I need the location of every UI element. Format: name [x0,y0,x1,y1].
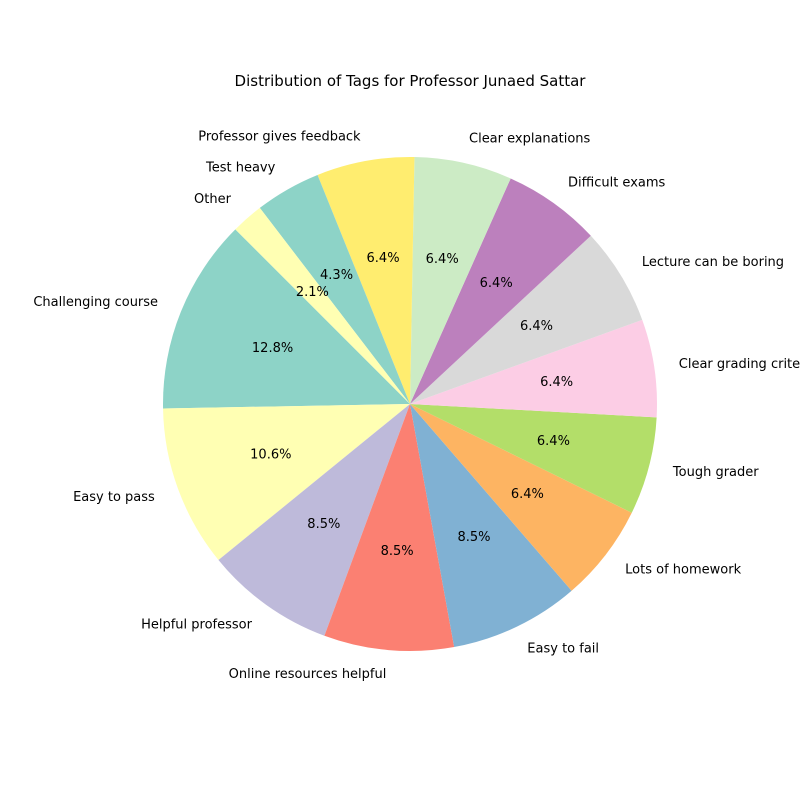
pie-slice [410,319,657,418]
slice-category-label: Other [194,192,232,207]
slice-category-label: Clear explanations [469,131,591,146]
slice-percent-label: 6.4% [540,375,573,390]
pie-slice [235,207,410,404]
pie-slice [324,404,455,651]
pie-slice [410,404,572,648]
pie-slice [317,157,415,404]
labels-layer: 12.8% Challenging course 10.6% Easy to pass… [33,129,800,682]
pie-slice [410,404,632,591]
pie-slice [410,404,657,513]
pie-slice [163,229,410,409]
slice-percent-label: 4.3% [320,268,353,283]
slice-category-label: Lots of homework [625,562,741,577]
slice-category-label: Helpful professor [141,618,253,633]
pie-slice [410,178,591,404]
slice-category-label: Challenging course [33,295,158,310]
pie-slice [410,235,643,404]
slice-percent-label: 8.5% [457,530,490,545]
slice-category-label: Difficult exams [568,175,666,190]
slice-percent-label: 10.6% [250,447,291,462]
slice-percent-label: 6.4% [480,276,513,291]
pie-slice [218,404,410,636]
chart-title: Distribution of Tags for Professor Junae… [234,72,586,90]
slice-percent-label: 6.4% [520,319,553,334]
slice-percent-label: 6.4% [511,487,544,502]
slice-category-label: Easy to pass [73,490,155,505]
slice-category-label: Easy to fail [527,642,599,657]
pie-slice [163,404,410,560]
slices-layer [163,157,657,651]
slice-percent-label: 2.1% [296,285,329,300]
slice-category-label: Tough grader [672,465,759,480]
slice-percent-label: 12.8% [252,341,293,356]
slice-percent-label: 8.5% [381,544,414,559]
slice-percent-label: 6.4% [426,252,459,267]
pie-slice [410,157,511,404]
slice-percent-label: 8.5% [307,517,340,532]
slice-percent-label: 6.4% [367,251,400,266]
pie-slice [259,174,410,404]
slice-category-label: Professor gives feedback [198,129,361,144]
slice-percent-label: 6.4% [537,434,570,449]
slice-category-label: Online resources helpful [229,667,387,682]
slice-category-label: Clear grading criteria [679,357,800,372]
slice-category-label: Test heavy [205,161,276,176]
slice-category-label: Lecture can be boring [642,255,784,270]
